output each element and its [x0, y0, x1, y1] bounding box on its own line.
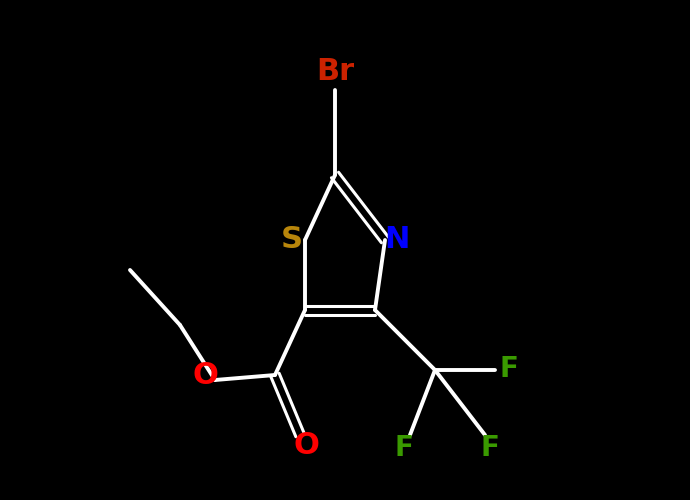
- Text: O: O: [192, 360, 218, 390]
- Text: F: F: [499, 355, 518, 383]
- Text: N: N: [384, 226, 409, 254]
- Text: F: F: [394, 434, 413, 462]
- Text: S: S: [281, 226, 303, 254]
- Text: F: F: [480, 434, 500, 462]
- Text: Br: Br: [316, 56, 354, 86]
- Text: O: O: [293, 432, 319, 460]
